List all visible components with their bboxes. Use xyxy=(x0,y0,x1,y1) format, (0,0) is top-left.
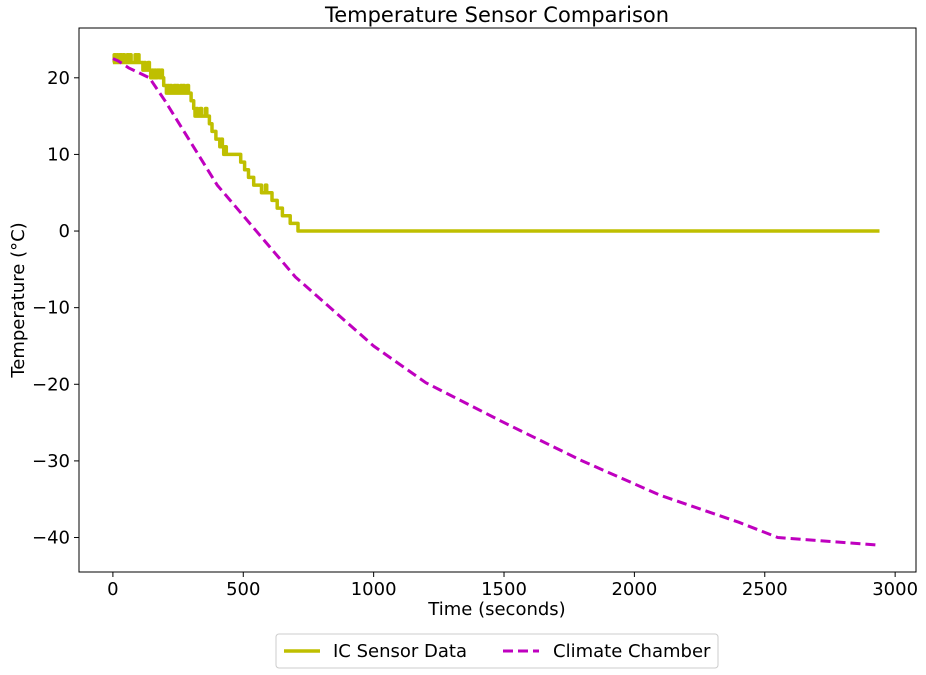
y-tick-label: −10 xyxy=(32,298,70,319)
series-line-ic-sensor xyxy=(112,53,880,233)
x-tick-label: 0 xyxy=(107,579,118,600)
x-tick-label: 1000 xyxy=(351,579,397,600)
y-axis-label: Temperature (°C) xyxy=(8,222,29,378)
y-tick-label: 20 xyxy=(47,68,70,89)
chart-title: Temperature Sensor Comparison xyxy=(324,3,669,27)
y-tick-label: 10 xyxy=(47,144,70,165)
axis-ticks: 0 500 1000 1500 2000 2500 3000 20 10 0 −10 −20 −30 −4… xyxy=(32,68,918,600)
x-tick-label: 1500 xyxy=(481,579,527,600)
x-tick-label: 3000 xyxy=(872,579,918,600)
legend-label-ic-sensor: IC Sensor Data xyxy=(333,641,467,662)
y-tick-label: 0 xyxy=(59,221,70,242)
series-layer xyxy=(112,53,880,547)
y-tick-label: −30 xyxy=(32,451,70,472)
x-tick-label: 2000 xyxy=(611,579,657,600)
plot-area-frame xyxy=(78,27,917,573)
legend: IC Sensor Data Climate Chamber xyxy=(275,633,719,669)
y-tick-label: −20 xyxy=(32,374,70,395)
legend-label-climate-chamber: Climate Chamber xyxy=(553,641,711,662)
legend-box xyxy=(275,633,719,669)
x-axis-label: Time (seconds) xyxy=(427,599,565,620)
y-tick-label: −40 xyxy=(32,528,70,549)
x-tick-label: 2500 xyxy=(742,579,788,600)
x-tick-label: 500 xyxy=(226,579,260,600)
series-line-climate-chamber xyxy=(112,57,880,547)
